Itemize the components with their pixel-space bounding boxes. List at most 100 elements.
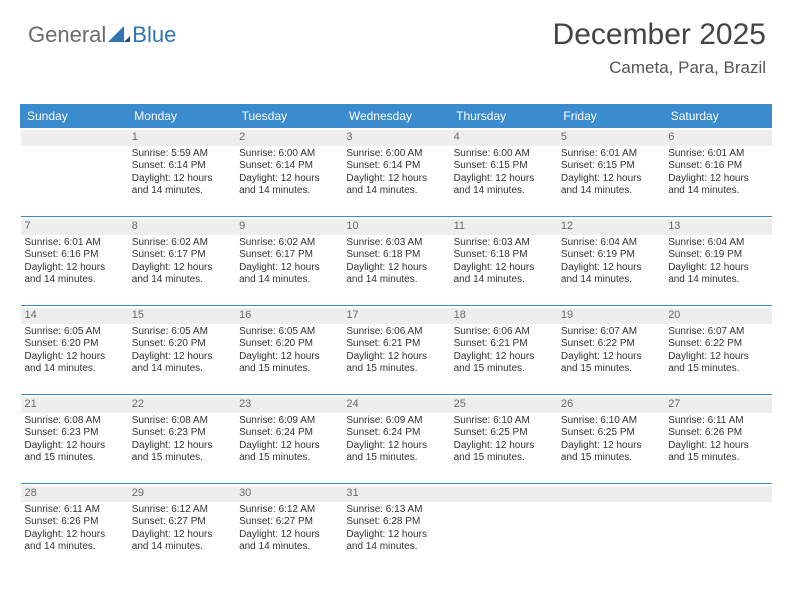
cell-text-line: Sunrise: 6:05 AM <box>25 326 124 339</box>
day-number: 10 <box>342 219 449 235</box>
title-block: December 2025 Cameta, Para, Brazil <box>553 18 766 78</box>
cell-text-line: Sunrise: 6:00 AM <box>346 148 445 161</box>
cell-text-line: Sunrise: 6:01 AM <box>25 237 124 250</box>
cell-text-line: Sunset: 6:26 PM <box>25 516 124 529</box>
calendar-week-row: 28Sunrise: 6:11 AMSunset: 6:26 PMDayligh… <box>21 484 772 573</box>
cell-text-line: Sunset: 6:19 PM <box>561 249 660 262</box>
cell-text-line: Daylight: 12 hours <box>561 262 660 275</box>
calendar-day-cell: 4Sunrise: 6:00 AMSunset: 6:15 PMDaylight… <box>450 128 557 217</box>
cell-text-line: and 15 minutes. <box>132 452 231 465</box>
cell-text-line: Sunrise: 6:09 AM <box>239 415 338 428</box>
cell-text-line: Sunrise: 6:03 AM <box>454 237 553 250</box>
weekday-header: Tuesday <box>235 105 342 128</box>
cell-text-line: Sunrise: 6:02 AM <box>239 237 338 250</box>
cell-text-line: and 14 minutes. <box>132 363 231 376</box>
cell-text-line: and 14 minutes. <box>132 185 231 198</box>
cell-text-line: and 14 minutes. <box>668 185 767 198</box>
cell-text-line: Sunset: 6:25 PM <box>561 427 660 440</box>
cell-text-line: Sunset: 6:16 PM <box>25 249 124 262</box>
cell-text-line: Daylight: 12 hours <box>132 173 231 186</box>
day-number: 3 <box>342 130 449 146</box>
cell-text-line: Daylight: 12 hours <box>132 262 231 275</box>
day-number: 14 <box>21 308 128 324</box>
cell-text-line: and 15 minutes. <box>454 363 553 376</box>
cell-text-line: Sunrise: 6:13 AM <box>346 504 445 517</box>
cell-text-line: Daylight: 12 hours <box>561 351 660 364</box>
cell-text-line: Sunrise: 6:04 AM <box>561 237 660 250</box>
day-number: 22 <box>128 397 235 413</box>
cell-text-line: Sunset: 6:28 PM <box>346 516 445 529</box>
cell-text-line: Sunset: 6:19 PM <box>668 249 767 262</box>
cell-text-line: Sunrise: 6:11 AM <box>25 504 124 517</box>
cell-text-line: and 15 minutes. <box>239 452 338 465</box>
cell-text-line: Daylight: 12 hours <box>132 440 231 453</box>
calendar-day-cell: 14Sunrise: 6:05 AMSunset: 6:20 PMDayligh… <box>21 306 128 395</box>
cell-text-line: Daylight: 12 hours <box>239 173 338 186</box>
cell-text-line: Daylight: 12 hours <box>25 440 124 453</box>
calendar-week-row: 14Sunrise: 6:05 AMSunset: 6:20 PMDayligh… <box>21 306 772 395</box>
cell-text-line: Sunrise: 6:06 AM <box>454 326 553 339</box>
cell-text-line: Sunrise: 6:08 AM <box>25 415 124 428</box>
cell-text-line: Sunrise: 6:09 AM <box>346 415 445 428</box>
cell-text-line: Daylight: 12 hours <box>25 529 124 542</box>
cell-text-line: Daylight: 12 hours <box>132 529 231 542</box>
calendar-week-row: 21Sunrise: 6:08 AMSunset: 6:23 PMDayligh… <box>21 395 772 484</box>
logo-triangle-icon <box>108 22 130 48</box>
cell-text-line: Daylight: 12 hours <box>454 351 553 364</box>
cell-text-line: and 14 minutes. <box>239 541 338 554</box>
cell-text-line: and 14 minutes. <box>561 185 660 198</box>
cell-text-line: Sunset: 6:23 PM <box>132 427 231 440</box>
cell-text-line: Sunset: 6:15 PM <box>454 160 553 173</box>
calendar-day-cell: 31Sunrise: 6:13 AMSunset: 6:28 PMDayligh… <box>342 484 449 573</box>
cell-text-line: Daylight: 12 hours <box>239 351 338 364</box>
cell-text-line: Daylight: 12 hours <box>346 351 445 364</box>
calendar-day-cell <box>557 484 664 573</box>
calendar-day-cell: 29Sunrise: 6:12 AMSunset: 6:27 PMDayligh… <box>128 484 235 573</box>
cell-text-line: Daylight: 12 hours <box>346 262 445 275</box>
cell-text-line: and 15 minutes. <box>668 363 767 376</box>
calendar-day-cell: 13Sunrise: 6:04 AMSunset: 6:19 PMDayligh… <box>664 217 771 306</box>
day-number: 2 <box>235 130 342 146</box>
calendar-day-cell: 16Sunrise: 6:05 AMSunset: 6:20 PMDayligh… <box>235 306 342 395</box>
cell-text-line: Sunset: 6:24 PM <box>239 427 338 440</box>
calendar-day-cell: 7Sunrise: 6:01 AMSunset: 6:16 PMDaylight… <box>21 217 128 306</box>
cell-text-line: and 14 minutes. <box>668 274 767 287</box>
calendar-day-cell: 2Sunrise: 6:00 AMSunset: 6:14 PMDaylight… <box>235 128 342 217</box>
cell-text-line: Sunrise: 6:04 AM <box>668 237 767 250</box>
calendar-table: Sunday Monday Tuesday Wednesday Thursday… <box>20 104 772 572</box>
brand-logo: General Blue <box>28 22 176 48</box>
calendar-day-cell: 26Sunrise: 6:10 AMSunset: 6:25 PMDayligh… <box>557 395 664 484</box>
cell-text-line: and 14 minutes. <box>239 274 338 287</box>
cell-text-line: Sunset: 6:18 PM <box>346 249 445 262</box>
cell-text-line: Sunset: 6:24 PM <box>346 427 445 440</box>
cell-text-line: Sunset: 6:27 PM <box>239 516 338 529</box>
cell-text-line: Sunrise: 6:00 AM <box>454 148 553 161</box>
cell-text-line: Sunset: 6:14 PM <box>346 160 445 173</box>
cell-text-line: Daylight: 12 hours <box>346 440 445 453</box>
cell-text-line: and 14 minutes. <box>346 541 445 554</box>
cell-text-line: Sunset: 6:27 PM <box>132 516 231 529</box>
day-number: 16 <box>235 308 342 324</box>
cell-text-line: and 15 minutes. <box>454 452 553 465</box>
cell-text-line: and 14 minutes. <box>132 541 231 554</box>
cell-text-line: and 14 minutes. <box>25 363 124 376</box>
cell-text-line: and 15 minutes. <box>668 452 767 465</box>
cell-text-line: and 15 minutes. <box>346 452 445 465</box>
cell-text-line: Sunrise: 6:00 AM <box>239 148 338 161</box>
cell-text-line: Sunrise: 6:07 AM <box>561 326 660 339</box>
cell-text-line: Sunrise: 6:01 AM <box>561 148 660 161</box>
cell-text-line: and 15 minutes. <box>561 452 660 465</box>
calendar-day-cell: 20Sunrise: 6:07 AMSunset: 6:22 PMDayligh… <box>664 306 771 395</box>
day-number: 13 <box>664 219 771 235</box>
cell-text-line: Daylight: 12 hours <box>668 351 767 364</box>
cell-text-line: Daylight: 12 hours <box>668 173 767 186</box>
day-number: 15 <box>128 308 235 324</box>
day-number: 28 <box>21 486 128 502</box>
day-number: 25 <box>450 397 557 413</box>
day-number: 5 <box>557 130 664 146</box>
calendar-day-cell: 1Sunrise: 5:59 AMSunset: 6:14 PMDaylight… <box>128 128 235 217</box>
cell-text-line: Sunset: 6:25 PM <box>454 427 553 440</box>
cell-text-line: Sunrise: 6:07 AM <box>668 326 767 339</box>
calendar-day-cell <box>21 128 128 217</box>
day-number-empty <box>21 130 128 146</box>
